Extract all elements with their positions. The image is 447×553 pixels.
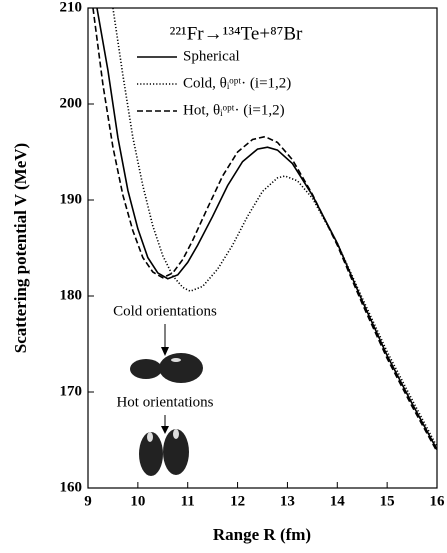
x-tick-label: 11 — [181, 493, 195, 509]
x-tick-label: 9 — [84, 493, 92, 509]
y-axis-label: Scattering potential V (MeV) — [11, 143, 30, 353]
nucleus-illustration — [130, 324, 203, 476]
x-tick-label: 15 — [380, 493, 395, 509]
annotation: Cold orientations — [113, 303, 217, 319]
y-tick-label: 200 — [60, 95, 83, 111]
legend-label: Spherical — [183, 48, 240, 64]
chart-title: ²²¹Fr→¹³⁴Te+⁸⁷Br — [170, 23, 303, 44]
y-tick-label: 180 — [60, 287, 83, 303]
annotation: Hot orientations — [116, 394, 213, 410]
x-axis-label: Range R (fm) — [213, 525, 311, 544]
line-series — [96, 8, 437, 450]
y-tick-label: 190 — [60, 191, 83, 207]
y-tick-label: 210 — [60, 0, 83, 15]
x-tick-label: 12 — [230, 493, 245, 509]
x-tick-label: 10 — [130, 493, 145, 509]
y-tick-label: 160 — [60, 479, 83, 495]
x-tick-label: 13 — [280, 493, 295, 509]
legend-label: Cold, θᵢᵒᵖᵗ· (i=1,2) — [183, 75, 291, 91]
plot-frame — [87, 7, 438, 489]
line-series — [92, 8, 437, 452]
legend-label: Hot, θᵢᵒᵖᵗ· (i=1,2) — [183, 102, 285, 118]
x-tick-label: 14 — [330, 493, 346, 509]
line-series — [112, 8, 437, 448]
x-tick-label: 16 — [430, 493, 446, 509]
y-tick-label: 170 — [60, 383, 83, 399]
